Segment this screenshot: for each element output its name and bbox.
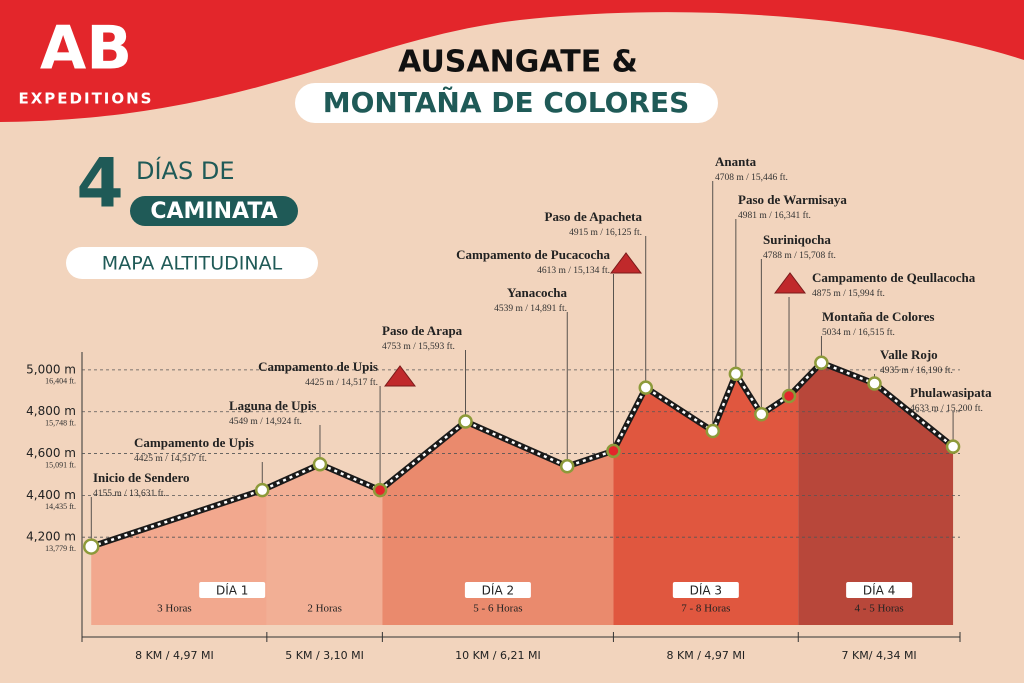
days-number: 4 [76, 145, 123, 224]
waypoint-label: 4613 m / 15,134 ft. [537, 265, 610, 276]
day-box [672, 582, 739, 598]
waypoint-name: Campamento de Pucacocha [456, 247, 610, 262]
waypoint-name: Phulawasipata [910, 385, 992, 400]
waypoint [312, 456, 328, 472]
hours: 3 Horas [157, 603, 192, 615]
y-tick-label: 5,000 m [26, 362, 76, 376]
y-tick-label: 4,800 m [26, 404, 76, 418]
waypoint-name: Paso de Apacheta [545, 209, 643, 224]
waypoint-name: Ananta [715, 154, 757, 169]
y-tick-label: 4,600 m [26, 446, 76, 460]
tent-icon [610, 252, 642, 274]
chart-title: AUSANGATE & [398, 45, 638, 80]
waypoint [754, 406, 769, 422]
waypoint-label: 4549 m / 14,924 ft. [229, 416, 302, 427]
days-line2: CAMINATA [150, 199, 277, 224]
waypoint-label: 4753 m / 15,593 ft. [382, 341, 455, 352]
tent-icon [384, 365, 416, 387]
distance: 10 KM / 6,21 MI [455, 649, 541, 662]
distance: 8 KM / 4,97 MI [135, 649, 214, 662]
y2-tick-label: 14,435 ft. [45, 502, 76, 511]
hours: 4 - 5 Horas [855, 603, 904, 615]
waypoint-name: Suriniqocha [763, 232, 831, 247]
waypoint-label: 4708 m / 15,446 ft. [715, 172, 788, 183]
waypoint [559, 459, 575, 474]
day-box [846, 582, 913, 598]
chart-subtitle: MONTAÑA DE COLORES [323, 85, 690, 119]
waypoint-label: 4539 m / 14,891 ft. [494, 303, 567, 314]
waypoint-label: 4788 m / 15,708 ft. [763, 250, 836, 261]
day-label: DÍA 1 [216, 583, 248, 598]
day-area [382, 421, 614, 625]
hours: 2 Horas [307, 603, 342, 615]
y2-tick-label: 16,404 ft. [45, 377, 76, 386]
waypoint [945, 439, 961, 454]
waypoint [254, 482, 270, 498]
day-box [199, 582, 266, 598]
day-area [613, 373, 799, 625]
waypoint-name: Paso de Warmisaya [738, 192, 847, 207]
waypoint [372, 482, 388, 498]
waypoint-name: Paso de Arapa [382, 323, 463, 338]
caminata-box [130, 196, 298, 226]
hours: 7 - 8 Horas [681, 603, 730, 615]
waypoint-name: Inicio de Sendero [93, 470, 190, 485]
waypoint-label: 5034 m / 16,515 ft. [822, 327, 895, 338]
day-label: DÍA 4 [863, 583, 895, 598]
waypoint-label: 4425 m / 14,517 ft. [134, 453, 207, 464]
map-subtitle: MAPA ALTITUDINAL [102, 253, 283, 275]
waypoint-label: 4425 m / 14,517 ft. [305, 377, 378, 388]
distance: 8 KM / 4,97 MI [667, 649, 746, 662]
day-label: DÍA 2 [482, 583, 514, 598]
distance: 5 KM / 3,10 MI [285, 649, 364, 662]
waypoint-name: Montaña de Colores [822, 309, 934, 324]
logo: AB [40, 14, 132, 84]
waypoint-name: Laguna de Upis [229, 398, 316, 413]
waypoint-name: Campamento de Upis [134, 435, 254, 450]
waypoint [606, 443, 621, 459]
waypoint [781, 388, 797, 404]
waypoint-label: 4935 m / 16,190 ft. [880, 365, 953, 376]
y2-tick-label: 13,779 ft. [45, 544, 76, 553]
waypoint-label: 4155 m / 13,631 ft. [93, 488, 166, 499]
y2-tick-label: 15,748 ft. [45, 419, 76, 428]
waypoint-label: 4981 m / 16,341 ft. [738, 210, 811, 221]
brand-name: EXPEDITIONS [18, 90, 153, 108]
waypoint-name: Campamento de Upis [258, 359, 378, 374]
header-band [0, 0, 1024, 122]
waypoint [638, 380, 654, 395]
y-tick-label: 4,200 m [26, 530, 76, 544]
y-tick-label: 4,400 m [26, 488, 76, 502]
subtitle-box [295, 83, 718, 123]
waypoint-name: Valle Rojo [880, 347, 938, 362]
y2-tick-label: 15,091 ft. [45, 460, 76, 469]
day-area [798, 362, 954, 625]
day-area [266, 464, 383, 625]
distance: 7 KM/ 4,34 MI [842, 649, 917, 662]
waypoint [458, 414, 473, 429]
day-label: DÍA 3 [690, 583, 722, 598]
waypoint-label: 4633 m / 15,200 ft. [910, 403, 983, 414]
days-line1: DÍAS DE [136, 156, 234, 185]
day-box [464, 582, 531, 598]
hours: 5 - 6 Horas [473, 603, 522, 615]
waypoint [728, 366, 744, 382]
waypoint-label: 4915 m / 16,125 ft. [569, 227, 642, 238]
waypoint-label: 4875 m / 15,994 ft. [812, 288, 885, 299]
waypoint [705, 423, 721, 439]
waypoint [814, 355, 829, 371]
waypoint-name: Yanacocha [507, 285, 567, 300]
waypoint-name: Campamento de Qeullacocha [812, 270, 976, 285]
waypoint [867, 376, 882, 391]
tent-icon [774, 272, 806, 294]
waypoint [82, 538, 100, 555]
subtitle-pill [66, 247, 318, 279]
